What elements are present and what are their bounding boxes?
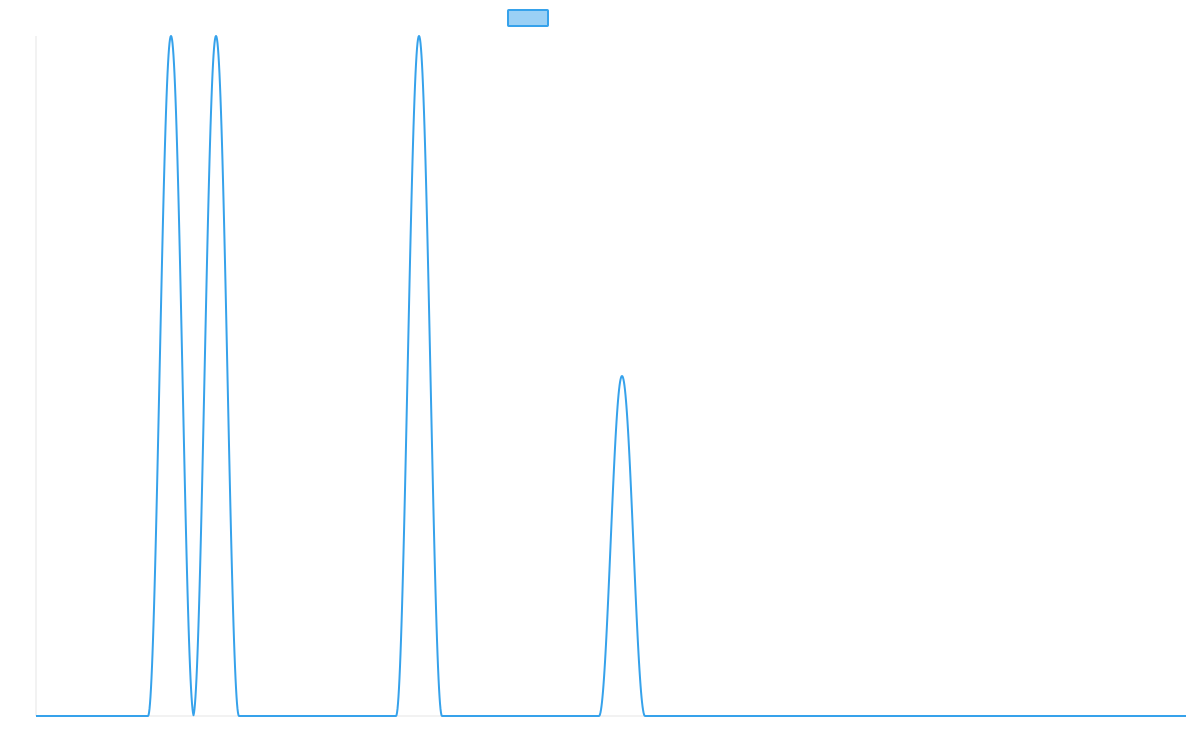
- legend-swatch-series-1[interactable]: [507, 9, 549, 27]
- legend[interactable]: [507, 9, 549, 27]
- series-layer: [35, 33, 1187, 717]
- series-1-peak-point-3[interactable]: [416, 33, 422, 39]
- series-line-1: [35, 35, 1187, 717]
- series-1-peak-point-1[interactable]: [168, 33, 174, 39]
- series-1-peak-point-2[interactable]: [213, 33, 219, 39]
- series-1-peak-point-4[interactable]: [619, 373, 625, 379]
